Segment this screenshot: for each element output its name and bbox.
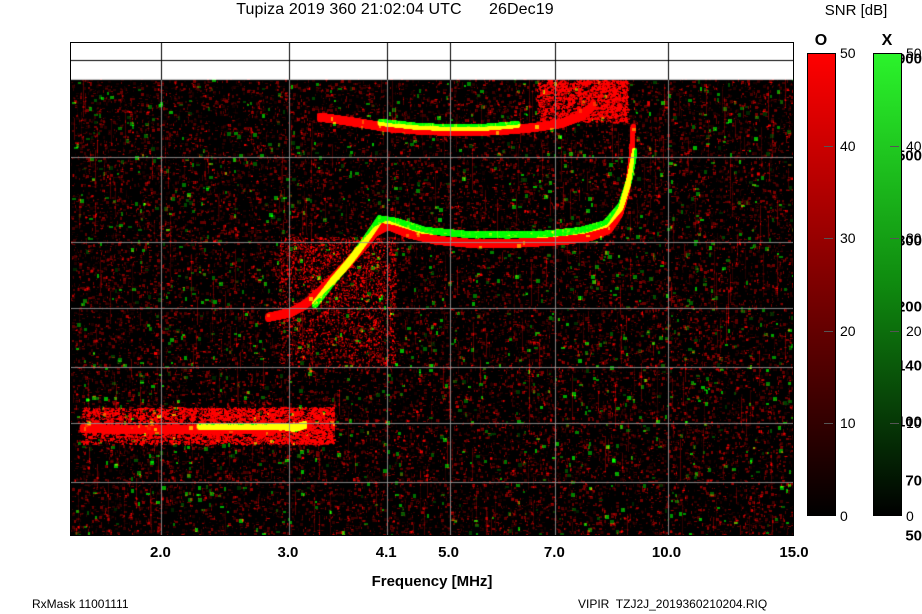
y-tick-140: 140 xyxy=(896,357,922,375)
colorbar-title: SNR [dB] xyxy=(824,2,888,19)
colorbar-o-tick-30: 30 xyxy=(840,230,856,247)
colorbar-o-dash-20 xyxy=(824,330,833,332)
x-tick-7.0: 7.0 xyxy=(543,544,565,561)
y-tick-70: 70 xyxy=(905,472,922,489)
y-tick-50: 50 xyxy=(905,527,922,545)
y-tick-500: 500 xyxy=(896,147,922,165)
ionogram-plot xyxy=(70,42,794,536)
colorbar-x-label: X xyxy=(881,32,893,49)
colorbar-x-tick-50: 50 xyxy=(906,45,922,61)
footer-filename: VIPIR TZJ2J_2019360210204.RIQ xyxy=(578,597,768,611)
colorbar-x-tick-0: 0 xyxy=(906,508,914,524)
colorbar-x-dash-40 xyxy=(890,145,899,147)
colorbar-x-tick-40: 40 xyxy=(906,137,922,154)
footer-rxmask: RxMask 11001111 xyxy=(32,597,129,611)
x-tick-3.0: 3.0 xyxy=(277,544,299,561)
x-tick-2.0: 2.0 xyxy=(150,544,171,561)
colorbar-o-tick-40: 40 xyxy=(840,137,856,154)
colorbar-x-tick-20: 20 xyxy=(906,322,922,339)
colorbar-o-gradient xyxy=(807,53,836,516)
ionogram-canvas xyxy=(71,43,793,535)
colorbar-x-tick-30: 30 xyxy=(906,230,922,247)
colorbar-x-dash-20 xyxy=(890,330,899,332)
colorbar-x-dash-10 xyxy=(890,423,899,425)
colorbar-x-gradient xyxy=(873,53,902,516)
x-axis-label: Frequency [MHz] xyxy=(371,573,493,590)
x-tick-4.1: 4.1 xyxy=(375,544,397,561)
colorbar-o-dash-30 xyxy=(824,238,833,240)
x-tick-5.0: 5.0 xyxy=(438,544,459,561)
y-tick-300: 300 xyxy=(896,232,922,250)
page-title: Tupiza 2019 360 21:02:04 UTC 26Dec19 xyxy=(236,1,554,18)
colorbar-x-tick-10: 10 xyxy=(906,415,922,432)
y-tick-200: 200 xyxy=(896,298,922,316)
colorbar-o-dash-40 xyxy=(824,145,833,147)
colorbar-o-tick-20: 20 xyxy=(840,322,856,339)
colorbar-o-tick-50: 50 xyxy=(840,45,856,61)
y-tick-100: 100 xyxy=(896,413,922,431)
colorbar-o-label: O xyxy=(814,32,828,49)
y-tick-900: 900 xyxy=(896,50,922,68)
colorbar-o-tick-10: 10 xyxy=(840,415,856,432)
x-tick-10.0: 10.0 xyxy=(651,544,682,561)
x-tick-15.0: 15.0 xyxy=(779,544,809,561)
colorbar-x-dash-30 xyxy=(890,238,899,240)
colorbar-o-tick-0: 0 xyxy=(840,508,848,524)
colorbar-o-dash-10 xyxy=(824,423,833,425)
